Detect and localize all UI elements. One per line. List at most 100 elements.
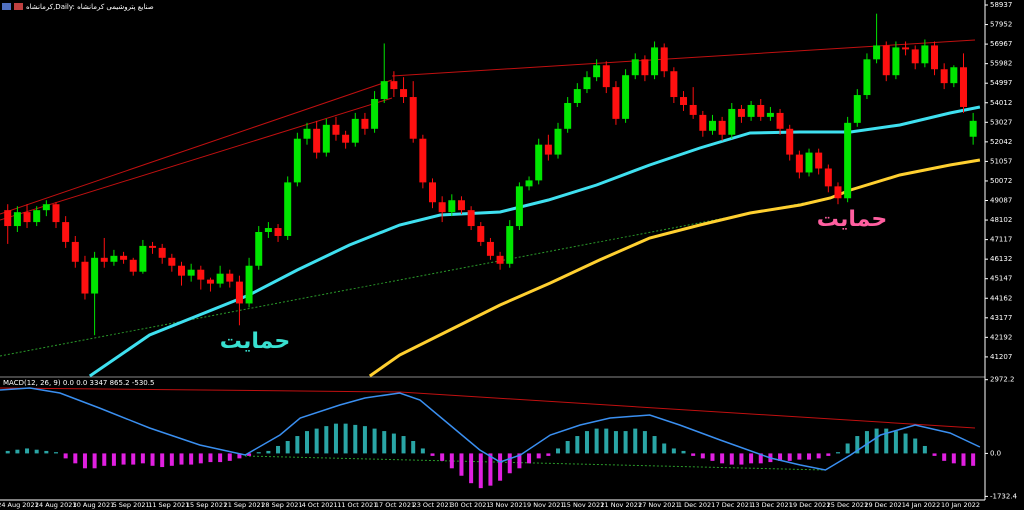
candle-body xyxy=(892,47,900,76)
histogram-bar xyxy=(633,428,638,454)
candle-body xyxy=(766,112,774,117)
x-tick-label: 29 Dec 2021 xyxy=(864,501,906,509)
candle-body xyxy=(110,255,118,262)
candle-body xyxy=(641,59,649,76)
candle-body xyxy=(921,45,929,64)
histogram-bar xyxy=(710,453,715,461)
histogram-bar xyxy=(131,453,136,465)
x-tick-label: 11 Sep 2021 xyxy=(148,501,189,509)
histogram-bar xyxy=(102,453,107,466)
candle-body xyxy=(371,99,379,129)
histogram-bar xyxy=(92,453,97,469)
histogram-bar xyxy=(372,428,377,454)
histogram-bar xyxy=(169,453,174,466)
candle-body xyxy=(42,204,50,211)
histogram-bar xyxy=(198,453,203,464)
histogram-bar xyxy=(324,426,329,454)
histogram-bar xyxy=(179,453,184,465)
candle-body xyxy=(660,47,668,72)
x-tick-label: 15 Nov 2021 xyxy=(563,501,605,509)
histogram-bar xyxy=(700,453,705,459)
histogram-bar xyxy=(932,453,937,456)
histogram-bar xyxy=(623,431,628,454)
y-tick-label: 46132 xyxy=(990,255,1012,263)
candle-body xyxy=(815,152,823,169)
candle-body xyxy=(554,128,562,155)
x-tick-label: 7 Dec 2021 xyxy=(716,501,753,509)
histogram-bar xyxy=(691,453,696,456)
candle-body xyxy=(631,59,639,76)
histogram-bar xyxy=(150,453,155,466)
x-tick-label: 17 Oct 2021 xyxy=(375,501,415,509)
histogram-bar xyxy=(807,453,812,460)
histogram-bar xyxy=(835,452,840,454)
histogram-bar xyxy=(913,438,918,454)
trend-line xyxy=(0,97,393,221)
histogram-bar xyxy=(25,448,30,454)
candle-body xyxy=(602,65,610,88)
histogram-bar xyxy=(594,428,599,454)
histogram-bar xyxy=(642,431,647,454)
x-tick-label: 1 Dec 2021 xyxy=(678,501,715,509)
histogram-bar xyxy=(382,431,387,454)
histogram-bar xyxy=(749,453,754,464)
candle-body xyxy=(911,49,919,64)
candle-body xyxy=(718,120,726,135)
histogram-bar xyxy=(797,453,802,460)
candle-body xyxy=(515,186,523,227)
y-tick-label: 2972.2 xyxy=(990,376,1015,384)
candle-body xyxy=(670,71,678,98)
y-tick-label: 43177 xyxy=(990,314,1012,322)
icon xyxy=(2,3,11,10)
candle-body xyxy=(284,182,292,236)
histogram-bar xyxy=(604,428,609,454)
moving-average xyxy=(368,158,981,378)
histogram-bar xyxy=(295,436,300,454)
candle-body xyxy=(216,273,224,284)
x-tick-label: 4 Jan 2022 xyxy=(905,501,940,509)
candle-body xyxy=(149,245,157,248)
x-tick-label: 11 Oct 2021 xyxy=(337,501,377,509)
histogram-bar xyxy=(5,450,10,454)
x-tick-label: 23 Oct 2021 xyxy=(413,501,453,509)
candle-body xyxy=(931,45,939,70)
histogram-bar xyxy=(556,448,561,454)
candle-body xyxy=(834,186,842,199)
histogram-bar xyxy=(343,423,348,454)
histogram-bar xyxy=(903,433,908,454)
histogram-bar xyxy=(82,453,87,469)
candle-body xyxy=(873,45,881,60)
annotation: حمایت xyxy=(220,329,290,354)
y-tick-label: 52042 xyxy=(990,138,1012,146)
histogram-bar xyxy=(681,450,686,454)
histogram-bar xyxy=(874,428,879,454)
histogram-bar xyxy=(305,431,310,454)
candle-body xyxy=(776,112,784,129)
y-tick-label: 54997 xyxy=(990,79,1012,87)
x-tick-label: 19 Dec 2021 xyxy=(789,501,831,509)
candle-body xyxy=(747,104,755,117)
x-tick-label: 25 Dec 2021 xyxy=(827,501,869,509)
candle-body xyxy=(902,47,910,50)
histogram-bar xyxy=(63,453,68,459)
y-tick-label: 56967 xyxy=(990,40,1012,48)
candle-body xyxy=(824,168,832,187)
candle-body xyxy=(699,114,707,131)
x-tick-label: 27 Nov 2021 xyxy=(638,501,680,509)
y-tick-label: 42192 xyxy=(990,333,1012,341)
candle-body xyxy=(100,257,108,262)
y-tick-label: 51057 xyxy=(990,157,1012,165)
y-tick-label: 48102 xyxy=(990,216,1012,224)
histogram-bar xyxy=(111,453,116,466)
x-tick-label: 3 Nov 2021 xyxy=(489,501,527,509)
histogram-bar xyxy=(469,453,474,484)
candle-body xyxy=(573,89,581,103)
y-tick-label: 57952 xyxy=(990,21,1012,29)
candle-body xyxy=(525,180,533,187)
histogram-bar xyxy=(285,441,290,454)
histogram-bar xyxy=(449,453,454,469)
icon xyxy=(14,3,23,10)
candle-body xyxy=(206,279,214,284)
candle-body xyxy=(139,245,147,272)
